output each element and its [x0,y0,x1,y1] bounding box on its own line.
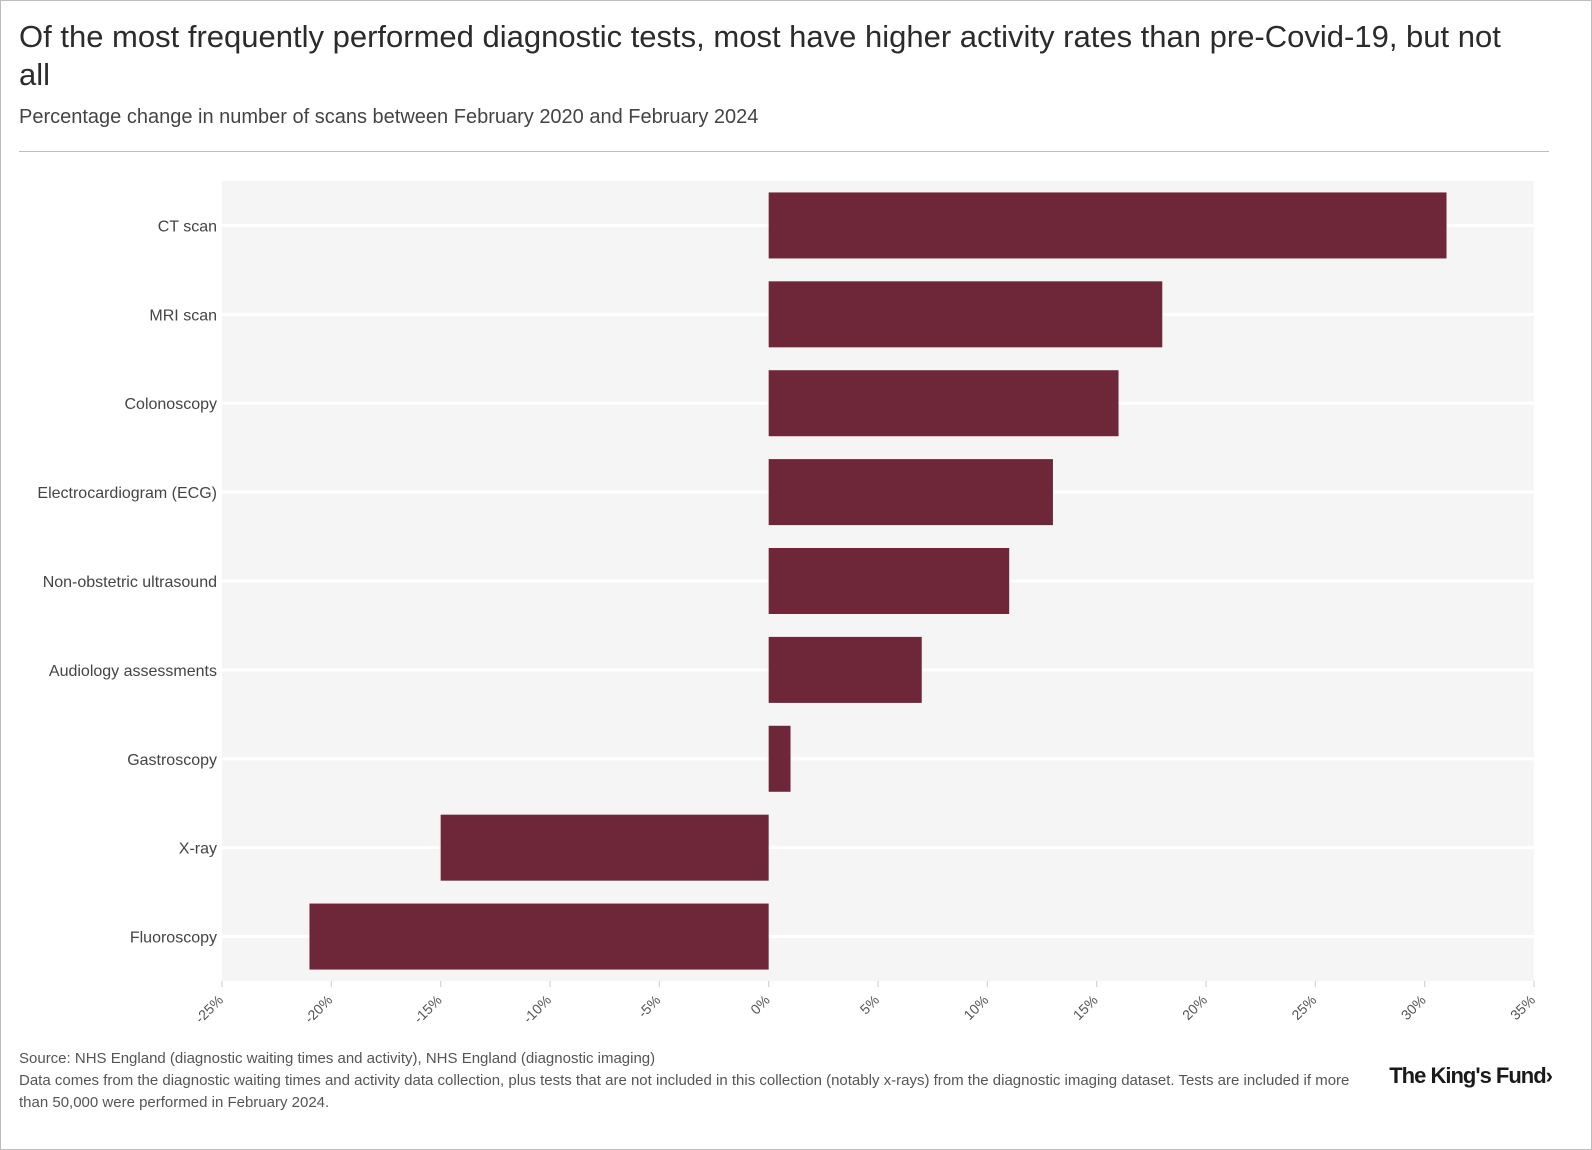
category-label: CT scan [158,218,217,235]
x-tick-label: -10% [520,992,554,1026]
bar-gastroscopy [768,725,791,792]
x-tick-label: 15% [1070,992,1101,1023]
category-label: Non-obstetric ultrasound [43,574,217,591]
chart-subtitle: Percentage change in number of scans bet… [19,106,759,128]
source-note: Source: NHS England (diagnostic waiting … [19,1050,656,1067]
bar-mri-scan [768,281,1163,348]
bars [309,192,1447,970]
bar-fluoroscopy [309,903,769,970]
category-label: MRI scan [149,307,217,324]
bar-chart: CT scan MRI scan Colonoscopy Electrocardiog… [37,181,1538,1026]
category-label: Electrocardiogram (ECG) [37,485,217,502]
category-label: Audiology assessments [49,663,217,680]
bar-colonoscopy [768,370,1119,437]
x-tick-label: 10% [960,992,991,1023]
x-tick-label: 5% [856,992,882,1018]
x-tick-label: 20% [1179,992,1210,1023]
data-note: Data comes from the diagnostic waiting t… [19,1072,1350,1111]
kings-fund-logo: The King's Fund› [1389,1063,1553,1088]
category-labels: CT scan MRI scan Colonoscopy Electrocardiog… [37,218,217,946]
bar-x-ray [440,814,769,881]
category-label: Gastroscopy [127,752,217,769]
x-tick-label: 0% [747,992,773,1018]
bar-audiology-assessments [768,636,922,703]
chart-title: Of the most frequently performed diagnos… [19,19,1501,92]
x-tick-label: 35% [1507,992,1538,1023]
footer: Source: NHS England (diagnostic waiting … [19,1048,1359,1114]
x-tick-label: 30% [1398,992,1429,1023]
title-divider [19,151,1549,152]
x-tick-label: 25% [1288,992,1319,1023]
bar-ct-scan [768,192,1447,259]
category-label: Colonoscopy [125,396,218,413]
x-tick-label: -25% [192,992,226,1026]
x-tick-label: -15% [410,992,444,1026]
x-tick-label: -20% [301,992,335,1026]
x-axis-ticks: -25% -20% -15% -10% -5% 0% 5% 10% 15% 20% 25% 30% 35… [192,981,1538,1026]
category-label: Fluoroscopy [130,930,217,947]
x-tick-label: -5% [635,992,664,1021]
category-label: X-ray [179,841,217,858]
bar-non-obstetric-ultrasound [768,548,1010,614]
bar-electrocardiogram-ecg [768,459,1053,526]
